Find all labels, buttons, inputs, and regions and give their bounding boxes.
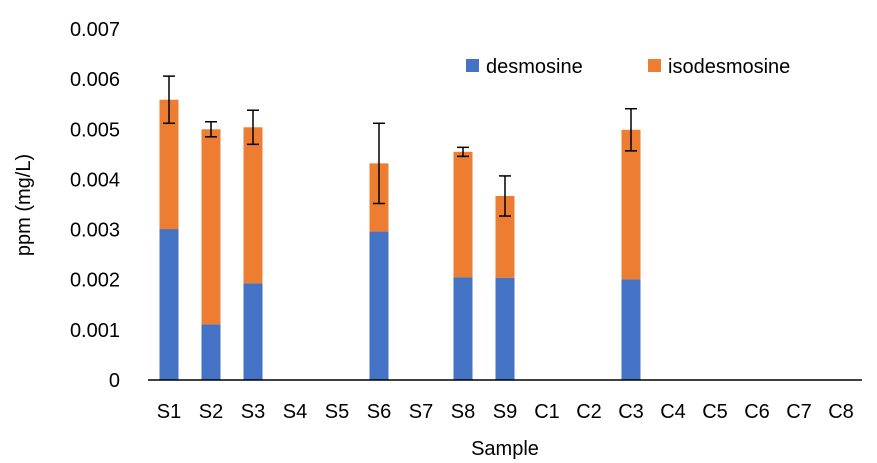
- x-tick-label: S4: [283, 401, 307, 423]
- bar-isodesmosine-S8: [453, 151, 473, 278]
- error-bar-S9: [499, 175, 511, 217]
- error-bar-S6: [373, 122, 385, 205]
- legend-swatch-desmosine: [466, 59, 479, 72]
- legend-swatch-isodesmosine: [648, 59, 661, 72]
- x-tick-label: S5: [325, 401, 349, 423]
- error-bar-C3: [625, 107, 637, 152]
- x-tick-label: S3: [241, 401, 265, 423]
- x-tick-label: S7: [409, 401, 433, 423]
- y-tick-label: 0.001: [70, 320, 120, 342]
- x-tick-label: S1: [157, 401, 181, 423]
- y-axis-ticks: 0 0.001 0.002 0.003 0.004 0.005 0.006 0.007: [70, 19, 120, 392]
- legend: desmosine isodesmosine: [466, 56, 790, 78]
- y-tick-label: 0.002: [70, 270, 120, 292]
- x-axis-ticks: S1 S2 S3 S4 S5 S6 S7 S8 S9 C1 C2 C3 C4 C5 C6 C7 C8: [157, 401, 854, 423]
- y-tick-label: 0.004: [70, 169, 120, 191]
- x-tick-label: S2: [199, 401, 223, 423]
- bar-desmosine-S6: [369, 231, 389, 380]
- bar-desmosine-S1: [159, 229, 179, 380]
- y-tick-label: 0: [109, 370, 120, 392]
- x-tick-label: C1: [534, 401, 560, 423]
- legend-label-isodesmosine: isodesmosine: [668, 56, 790, 78]
- x-tick-label: C3: [618, 401, 644, 423]
- bar-area: [159, 99, 641, 380]
- x-tick-label: S6: [367, 401, 391, 423]
- x-tick-label: C7: [786, 401, 812, 423]
- error-bar-S3: [247, 109, 259, 146]
- bar-desmosine-S9: [495, 277, 515, 380]
- bar-isodesmosine-S3: [243, 127, 263, 284]
- x-tick-label: S8: [451, 401, 475, 423]
- y-axis-title: ppm (mg/L): [13, 154, 35, 256]
- bar-isodesmosine-S1: [159, 99, 179, 230]
- bar-desmosine-S8: [453, 277, 473, 380]
- y-tick-label: 0.006: [70, 69, 120, 91]
- x-axis-title: Sample: [471, 438, 539, 460]
- y-tick-label: 0.005: [70, 119, 120, 141]
- x-tick-label: C2: [576, 401, 602, 423]
- bar-desmosine-S3: [243, 283, 263, 380]
- x-tick-label: C6: [744, 401, 770, 423]
- x-tick-label: S9: [493, 401, 517, 423]
- x-tick-label: C5: [702, 401, 728, 423]
- error-bar-S2: [205, 121, 217, 138]
- error-bar-S1: [163, 75, 175, 125]
- y-tick-label: 0.003: [70, 220, 120, 242]
- bar-isodesmosine-C3: [621, 129, 641, 280]
- x-tick-label: C4: [660, 401, 686, 423]
- error-bars: [163, 75, 637, 217]
- y-tick-label: 0.007: [70, 19, 120, 41]
- bar-desmosine-S2: [201, 324, 221, 380]
- x-tick-label: C8: [828, 401, 854, 423]
- bar-isodesmosine-S2: [201, 129, 221, 325]
- legend-label-desmosine: desmosine: [486, 56, 583, 78]
- error-bar-S8: [457, 146, 469, 158]
- bar-desmosine-C3: [621, 279, 641, 380]
